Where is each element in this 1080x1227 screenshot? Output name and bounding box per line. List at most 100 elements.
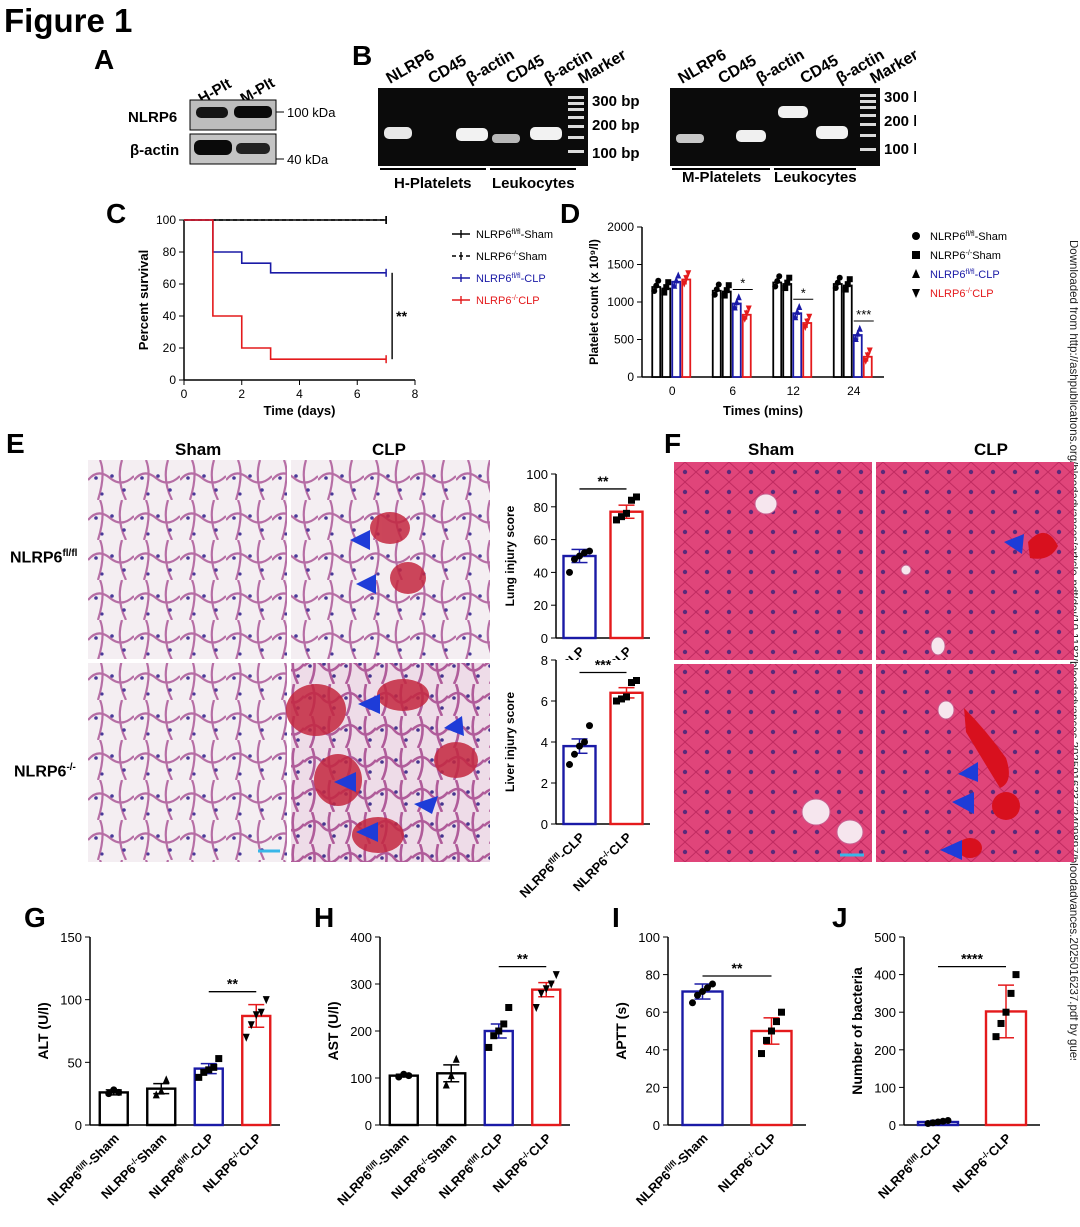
bar xyxy=(792,312,803,378)
legend-label: NLRP6fl/fl-CLP xyxy=(930,268,1000,281)
y-tick-label: 0 xyxy=(75,1118,82,1133)
data-point xyxy=(490,1032,498,1040)
data-point xyxy=(613,697,620,705)
row-label-actin: β-actin xyxy=(130,142,179,159)
data-point xyxy=(792,313,799,321)
arrowhead-icon xyxy=(334,772,356,792)
y-axis-label: Liver injury score xyxy=(503,692,517,792)
data-point xyxy=(655,277,662,284)
gel-left-marker-ladder xyxy=(568,96,584,153)
y-axis-label: AST (U/l) xyxy=(325,1001,341,1060)
group-left-leukocytes: Leukocytes xyxy=(492,175,575,192)
y-tick-label: 80 xyxy=(646,968,660,983)
y-tick-label: 60 xyxy=(163,277,177,291)
data-point xyxy=(776,273,783,280)
data-point xyxy=(576,742,583,750)
data-point xyxy=(257,1008,265,1017)
bar xyxy=(681,278,692,378)
data-point xyxy=(537,989,545,998)
data-point xyxy=(653,282,660,289)
data-point xyxy=(725,282,732,289)
data-point xyxy=(200,1068,208,1076)
size-40kda: 40 kDa xyxy=(287,152,329,167)
gel-right-lane-label: β-actin xyxy=(754,47,808,88)
data-point xyxy=(571,555,578,563)
legend-marker xyxy=(912,232,920,240)
size-100kda: 100 kDa xyxy=(287,105,336,120)
data-point xyxy=(715,281,722,288)
data-point xyxy=(758,1050,765,1058)
data-point xyxy=(735,293,742,301)
arrowhead-icon xyxy=(350,530,370,550)
x-tick-label: NLRP6fl/fl-Sham xyxy=(632,1130,710,1208)
bar xyxy=(531,988,562,1127)
panel-i-aptt-chart: 0 20 40 60 80 100 APTT (s) NLRP6fl/fl-ShamNLRP6… xyxy=(613,930,806,1208)
e-row-ko: NLRP6-/- xyxy=(14,762,76,781)
data-point xyxy=(405,1072,413,1080)
data-point xyxy=(581,738,588,746)
panel-label-e: E xyxy=(6,428,25,459)
marker-left-100: 100 bp xyxy=(592,145,640,162)
data-point xyxy=(772,283,779,290)
data-point xyxy=(997,1019,1005,1027)
panel-label-h: H xyxy=(314,902,335,933)
panel-j-bacteria-chart: 0 100 200 300 400 500 Number of bacteria NLRP6f… xyxy=(849,930,1040,1202)
data-point xyxy=(532,1004,540,1012)
lung-hemorrhage-areas xyxy=(286,512,478,853)
gel-right xyxy=(670,88,880,166)
bar xyxy=(562,744,597,826)
data-point xyxy=(773,1018,780,1026)
y-tick-label: 40 xyxy=(646,1043,660,1058)
panel-label-g: G xyxy=(24,902,46,933)
x-tick-label: 24 xyxy=(847,384,861,398)
bar xyxy=(772,281,783,378)
y-tick-label: 40 xyxy=(163,309,177,323)
panel-label-b: B xyxy=(352,40,373,71)
data-point xyxy=(242,1033,250,1042)
data-point xyxy=(699,988,706,996)
x-axis-label: Times (mins) xyxy=(723,403,803,418)
data-point xyxy=(671,281,678,289)
liver-flfl-sham xyxy=(674,462,872,660)
y-tick-label: 100 xyxy=(874,1080,896,1095)
data-point xyxy=(665,279,672,286)
data-point xyxy=(836,274,843,281)
data-point xyxy=(731,303,738,311)
y-tick-label: 4 xyxy=(541,735,548,750)
lung-flfl-clp xyxy=(291,460,490,659)
data-point xyxy=(864,352,871,360)
data-point xyxy=(856,324,863,332)
x-tick-label: 6 xyxy=(729,384,736,398)
data-point xyxy=(866,347,873,355)
lung-histology-grid xyxy=(88,460,490,862)
data-point xyxy=(689,999,696,1007)
y-tick-label: 2000 xyxy=(607,220,634,234)
x-tick-label: 4 xyxy=(296,387,303,401)
arrowhead-icon xyxy=(952,792,974,814)
data-point xyxy=(675,271,682,279)
legend-label: NLRP6fl/fl-Sham xyxy=(930,230,1007,243)
data-point xyxy=(262,996,270,1005)
y-tick-label: 2 xyxy=(541,776,548,791)
data-point xyxy=(663,284,670,291)
x-tick-label: 6 xyxy=(354,387,361,401)
liver-vessels xyxy=(754,493,955,845)
legend-label: NLRP6-/-Sham xyxy=(476,250,547,263)
band-actin-h xyxy=(194,140,232,155)
data-point xyxy=(447,1071,455,1080)
group-right-leukocytes: Leukocytes xyxy=(774,169,857,186)
data-point xyxy=(778,1008,785,1016)
x-tick-label: 8 xyxy=(412,387,419,401)
bar xyxy=(651,286,662,378)
marker-right-200: 200 bp xyxy=(884,113,916,130)
data-point xyxy=(723,287,730,294)
arrowhead-icon xyxy=(940,840,962,860)
y-tick-label: 100 xyxy=(156,213,176,227)
gel-left-band-actin2 xyxy=(530,127,562,140)
y-axis-label: Percent survival xyxy=(136,250,151,350)
arrowhead-icon xyxy=(356,574,376,594)
y-tick-label: 40 xyxy=(534,565,548,580)
y-tick-label: 0 xyxy=(541,817,548,832)
data-point xyxy=(195,1073,203,1081)
